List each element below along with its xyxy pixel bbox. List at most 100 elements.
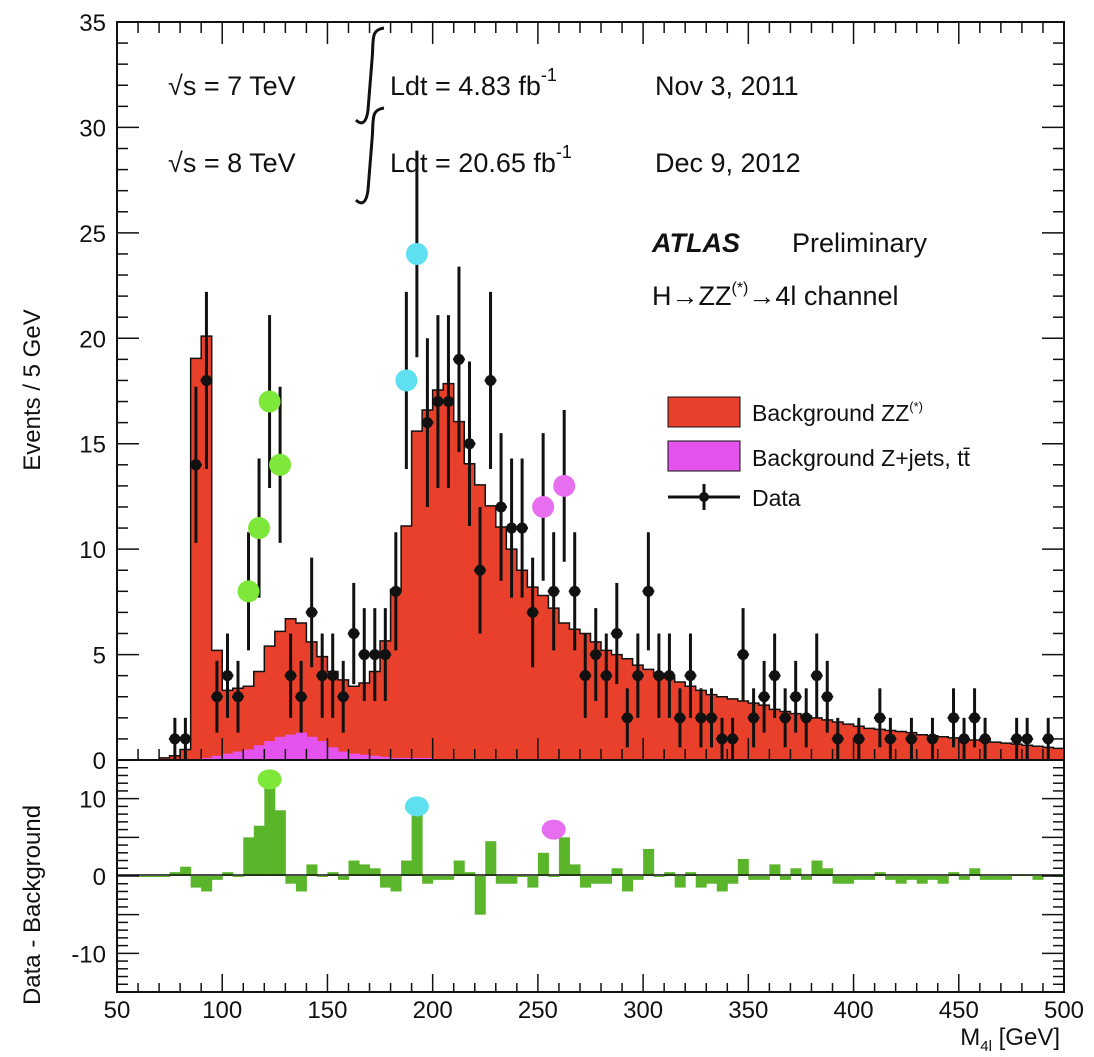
experiment-label: ATLAS [651, 228, 740, 258]
data-point [285, 670, 297, 682]
zz-bar [537, 595, 549, 760]
x-tick-label: 300 [623, 997, 663, 1024]
data-point [790, 691, 802, 703]
zjets-bar [306, 736, 318, 760]
data-point [485, 374, 497, 386]
ratio-bar [527, 876, 539, 888]
ratio-bar [664, 872, 676, 876]
ratio-bar [832, 876, 844, 884]
ratio-bar [495, 876, 507, 884]
ratio-bar [927, 876, 939, 880]
zz-bar [916, 734, 928, 760]
zz-bar [1032, 746, 1044, 760]
y-tick-label: 25 [79, 221, 106, 248]
ratio-bar [864, 876, 876, 880]
data-point [779, 712, 791, 724]
data-point [1011, 733, 1023, 745]
ratio-bar [369, 868, 381, 876]
ratio-bar [201, 876, 213, 892]
ratio-bar [337, 876, 349, 880]
data-point [390, 585, 402, 597]
ratio-bar [885, 876, 897, 880]
zz-bar [969, 739, 981, 760]
data-point [527, 606, 539, 618]
data-point [369, 649, 381, 661]
ratio-bar [874, 872, 886, 876]
zz-bar [737, 700, 749, 760]
ratio-bar [506, 876, 518, 884]
data-point [853, 733, 865, 745]
ratio-bar [548, 876, 560, 877]
ratio-bar [169, 872, 181, 876]
x-tick-label: 400 [834, 997, 874, 1024]
ratio-bar [243, 837, 255, 876]
y-tick-label: 0 [93, 748, 106, 775]
data-point [716, 733, 728, 745]
y-tick-label: 15 [79, 432, 106, 459]
data-point [821, 691, 833, 703]
ratio-bar [380, 876, 392, 888]
ratio-bar [601, 876, 613, 884]
zz-bar [790, 713, 802, 760]
ratio-bar [979, 876, 991, 880]
main-highlight-markers [237, 242, 576, 603]
energy-2012: √s = 8 TeV [168, 148, 296, 178]
ratio-axis-ticks [116, 759, 1065, 993]
ratio-bar [948, 872, 960, 876]
x-tick-label: 350 [728, 997, 768, 1024]
zz-bar [937, 736, 949, 760]
ratio-bar [558, 837, 570, 876]
data-point [684, 670, 696, 682]
zjets-bar [369, 755, 381, 760]
highlight-marker [395, 369, 418, 392]
data-point [706, 712, 718, 724]
integral-sign-1 [354, 26, 385, 125]
zz-bar [843, 724, 855, 760]
zz-bar [769, 709, 781, 760]
zz-bar [664, 677, 676, 760]
ratio-bar [716, 876, 728, 892]
channel-label: H→ZZ(*)→4l channel [652, 280, 899, 311]
x-tick-label: 100 [202, 997, 242, 1024]
ratio-bar [253, 825, 265, 876]
ratio-bar [685, 872, 697, 876]
background-zjets-histogram [190, 732, 507, 760]
ratio-y-tick-label: 10 [79, 787, 106, 814]
ratio-bar [453, 860, 465, 876]
zz-bar [274, 631, 286, 760]
zz-bar [359, 683, 371, 760]
data-point [600, 670, 612, 682]
data-point [579, 670, 591, 682]
zz-bar [864, 728, 876, 760]
ratio-bar [1032, 876, 1044, 880]
ratio-highlight-markers [257, 769, 566, 840]
highlight-marker [258, 390, 281, 413]
ratio-bar [579, 876, 591, 888]
zz-bar [390, 589, 402, 760]
ratio-bar [474, 876, 486, 915]
zjets-bar [211, 755, 223, 760]
data-point [506, 522, 518, 534]
data-point [758, 691, 770, 703]
data-point [569, 585, 581, 597]
ratio-bar [821, 868, 834, 876]
ratio-bar [190, 876, 202, 888]
data-point [348, 627, 360, 639]
luminosity-2011: Ldt = 4.83 fb-1 [390, 65, 557, 101]
ratio-bar [895, 876, 907, 884]
zz-bar [464, 463, 476, 760]
zz-bar [516, 570, 528, 760]
ratio-bar [274, 810, 286, 876]
data-point [337, 691, 349, 703]
ratio-bar [401, 860, 413, 876]
highlight-marker [553, 474, 576, 497]
data-point [463, 438, 475, 450]
ratio-y-tick-labels: -10 0 10 [71, 787, 106, 969]
zjets-bar [316, 741, 328, 760]
data-point [653, 670, 665, 682]
luminosity-2012: Ldt = 20.65 fb-1 [390, 142, 572, 178]
data-point [379, 649, 391, 661]
ratio-bar [537, 852, 549, 876]
data-point [800, 712, 812, 724]
